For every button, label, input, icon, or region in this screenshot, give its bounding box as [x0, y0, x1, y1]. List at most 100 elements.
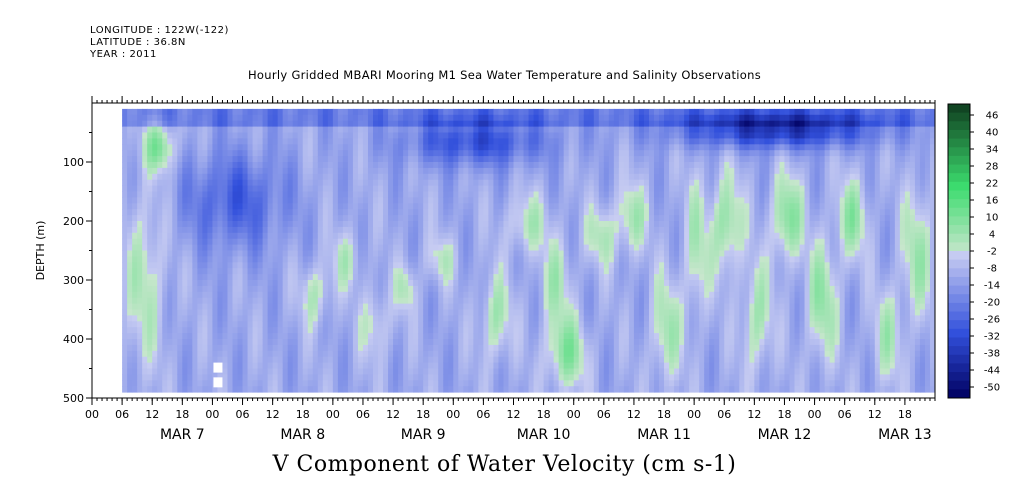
heat-cell [352, 285, 359, 293]
heat-cell [302, 386, 309, 393]
heat-cell [613, 280, 620, 287]
heat-cell [423, 374, 429, 381]
heat-cell [583, 203, 590, 210]
heat-cell [498, 333, 504, 340]
heat-cell [383, 274, 389, 281]
heat-cell [202, 120, 208, 128]
heat-cell [383, 309, 389, 316]
heat-cell [192, 315, 198, 322]
heat-cell [498, 368, 504, 375]
heat-cell [322, 362, 329, 369]
heat-cell [463, 256, 469, 263]
heat-cell [252, 156, 259, 163]
heat-cell [162, 221, 168, 228]
heat-cell [398, 303, 404, 310]
heat-cell [553, 327, 560, 334]
heat-cell [433, 162, 439, 169]
heat-cell [433, 173, 439, 181]
heat-cell [573, 344, 580, 352]
heat-cell [242, 232, 249, 240]
heat-cell [177, 315, 183, 322]
heat-cell [458, 179, 464, 187]
heat-cell [483, 197, 489, 204]
heat-cell [262, 303, 269, 310]
heat-cell [232, 215, 239, 222]
heat-cell [212, 179, 218, 187]
heat-cell [393, 380, 399, 387]
heat-cell [523, 362, 530, 369]
heat-cell [373, 339, 379, 346]
heat-cell [543, 203, 550, 210]
heat-cell [423, 144, 429, 151]
heat-cell [247, 191, 254, 198]
heat-cell [388, 120, 394, 128]
heat-cell [568, 108, 575, 116]
heat-cell [433, 120, 439, 128]
heat-cell [558, 362, 565, 369]
heat-cell [608, 380, 615, 387]
heat-cell [142, 209, 148, 216]
heat-cell [478, 221, 484, 228]
heat-cell [332, 368, 339, 375]
heat-cell [307, 156, 314, 163]
heat-cell [548, 315, 555, 322]
heat-cell [252, 309, 259, 316]
heat-cell [423, 327, 429, 334]
heat-cell [423, 380, 429, 387]
heat-cell [312, 368, 319, 375]
heat-cell [543, 238, 550, 246]
heat-cell [603, 315, 610, 322]
heat-cell [598, 221, 605, 228]
heat-cell [573, 167, 580, 175]
heat-cell [287, 197, 294, 204]
heat-cell [403, 368, 409, 375]
heat-cell [583, 333, 590, 340]
heat-cell [122, 386, 128, 393]
heat-cell [317, 309, 324, 316]
heat-cell [543, 268, 550, 275]
heat-cell [317, 297, 324, 305]
heat-cell [623, 356, 630, 364]
heat-cell [167, 356, 173, 364]
heat-cell [207, 321, 213, 328]
heat-cell [127, 327, 133, 334]
heat-cell [327, 303, 334, 310]
heat-cell [438, 197, 444, 204]
heat-cell [292, 226, 299, 234]
heat-cell [388, 268, 394, 275]
heat-cell [518, 256, 525, 263]
heat-cell [583, 138, 590, 145]
heat-cell [292, 268, 299, 275]
heat-cell [463, 156, 469, 163]
heat-cell [403, 156, 409, 163]
heat-cell [518, 374, 525, 381]
heat-cell [488, 262, 494, 269]
heat-cell [252, 132, 259, 139]
heat-cell [453, 132, 459, 139]
heat-cell [418, 386, 424, 393]
heat-cell [418, 380, 424, 387]
heat-cell [493, 285, 499, 293]
heat-cell [398, 344, 404, 352]
heat-cell [247, 380, 254, 387]
heat-cell [317, 339, 324, 346]
heat-cell [443, 374, 449, 381]
heat-cell [543, 209, 550, 216]
heat-cell [137, 386, 143, 393]
heat-cell [152, 350, 158, 358]
heat-cell [513, 344, 520, 352]
heat-cell [227, 333, 233, 340]
heat-cell [227, 162, 233, 169]
heat-cell [383, 386, 389, 393]
heat-cell [167, 350, 173, 358]
heat-cell [297, 333, 304, 340]
heat-cell [433, 185, 439, 192]
heat-cell [137, 344, 143, 352]
heat-cell [212, 156, 218, 163]
heat-cell [247, 327, 254, 334]
heat-cell [157, 114, 163, 122]
heat-cell [628, 108, 635, 116]
heat-cell [302, 173, 309, 181]
heat-cell [297, 268, 304, 275]
heat-cell [157, 262, 163, 269]
